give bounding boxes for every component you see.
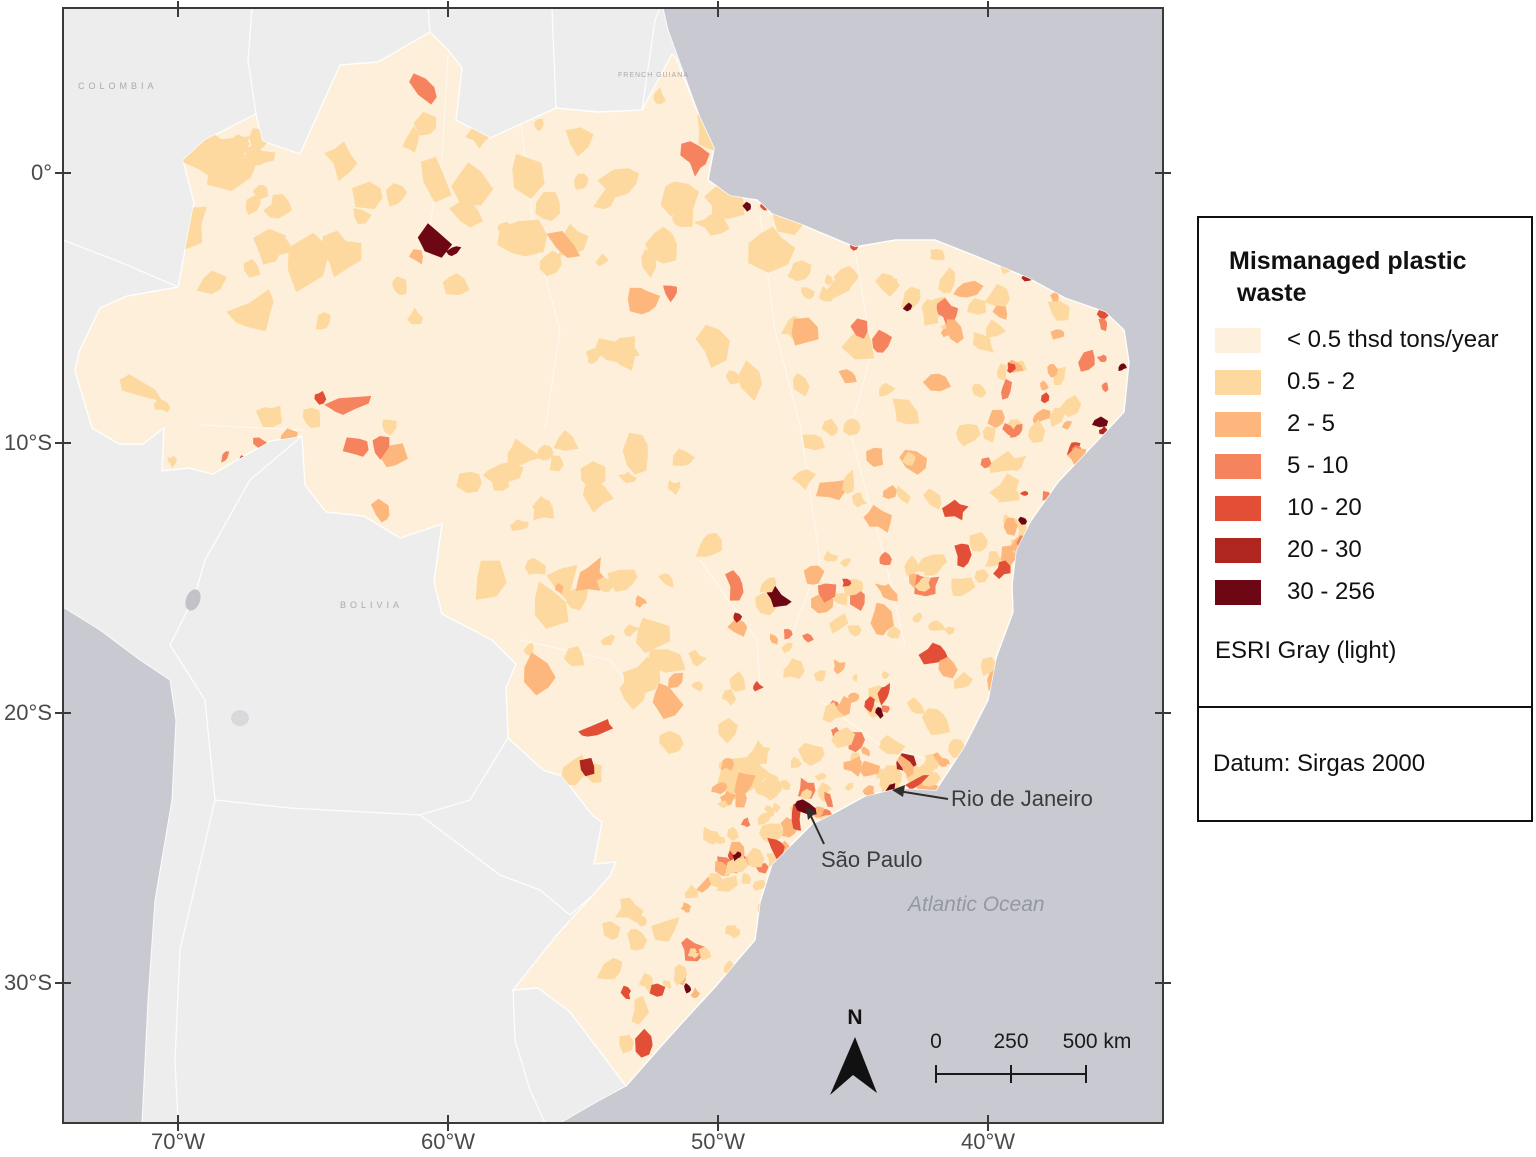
- legend-item: 5 - 10: [1215, 445, 1531, 487]
- legend-item: 0.5 - 2: [1215, 361, 1531, 403]
- brazil-choropleth-base: [74, 31, 1130, 1088]
- north-arrow-label: N: [847, 1006, 863, 1029]
- legend-item: 10 - 20: [1215, 487, 1531, 529]
- legend-swatch: [1215, 327, 1261, 353]
- map-frame: [62, 7, 1164, 1124]
- legend-title: Mismanaged plastic waste: [1229, 247, 1467, 307]
- basemap-label-colombia: COLOMBIA: [78, 81, 158, 91]
- scale-bar: [935, 1065, 1087, 1083]
- city-label-sao-paulo: São Paulo: [821, 847, 923, 872]
- legend-item-label: 10 - 20: [1287, 494, 1362, 521]
- legend-item: 2 - 5: [1215, 403, 1531, 445]
- city-leader-lines: [806, 785, 949, 845]
- lat-tick-label: 20°S: [4, 700, 52, 725]
- legend-item-label: 0.5 - 2: [1287, 368, 1356, 395]
- scale-label-250: 250: [993, 1030, 1029, 1053]
- legend-item: < 0.5 thsd tons/year: [1215, 319, 1531, 361]
- city-label-rio-de-janeiro: Rio de Janeiro: [951, 786, 1093, 811]
- legend-swatch: [1215, 369, 1261, 395]
- legend-swatch: [1215, 579, 1261, 605]
- legend-item-label: 30 - 256: [1287, 578, 1376, 605]
- graticule-ticks: [55, 1, 1171, 1131]
- datum-panel: Datum: Sirgas 2000: [1197, 706, 1533, 822]
- north-arrow-icon: [830, 1037, 877, 1095]
- lat-tick-label: 10°S: [4, 430, 52, 455]
- lon-tick-label: 60°W: [420, 1129, 476, 1154]
- lon-tick-label: 40°W: [960, 1129, 1016, 1154]
- lon-tick-label: 70°W: [150, 1129, 206, 1154]
- leader-arrow-sao-paulo: [806, 807, 816, 820]
- ocean-label: Atlantic Ocean: [908, 893, 1045, 916]
- legend-item-label: 2 - 5: [1287, 410, 1336, 437]
- leader-arrow-rio: [892, 785, 905, 797]
- legend-swatch: [1215, 495, 1261, 521]
- lat-tick-label: 30°S: [4, 970, 52, 995]
- scale-label-0: 0: [930, 1030, 942, 1053]
- legend-panel: Mismanaged plastic waste < 0.5 thsd tons…: [1197, 216, 1533, 708]
- legend-item: 20 - 30: [1215, 529, 1531, 571]
- legend-swatch: [1215, 411, 1261, 437]
- lon-tick-label: 50°W: [690, 1129, 746, 1154]
- lat-tick-label: 0°: [30, 160, 52, 185]
- leader-line-sao-paulo: [808, 811, 825, 845]
- country-borders: [63, 8, 661, 1123]
- legend-item-label: 20 - 30: [1287, 536, 1362, 563]
- basemap-label-bolivia: BOLIVIA: [340, 600, 404, 610]
- leader-line-rio: [897, 790, 949, 800]
- basemap-label-french-guiana: FRENCH GUIANA: [618, 72, 689, 79]
- legend-item: 30 - 256: [1215, 571, 1531, 613]
- legend-swatch: [1215, 537, 1261, 563]
- legend-swatch: [1215, 453, 1261, 479]
- legend-item-label: 5 - 10: [1287, 452, 1349, 479]
- datum-text: Datum: Sirgas 2000: [1213, 750, 1426, 777]
- scale-label-500km: 500 km: [1062, 1030, 1132, 1053]
- basemap-note: ESRI Gray (light): [1215, 637, 1397, 664]
- lakes: [185, 589, 249, 726]
- legend-item-label: < 0.5 thsd tons/year: [1287, 326, 1499, 353]
- legend-rows: < 0.5 thsd tons/year 0.5 - 2 2 - 5 5 - 1…: [1215, 319, 1531, 613]
